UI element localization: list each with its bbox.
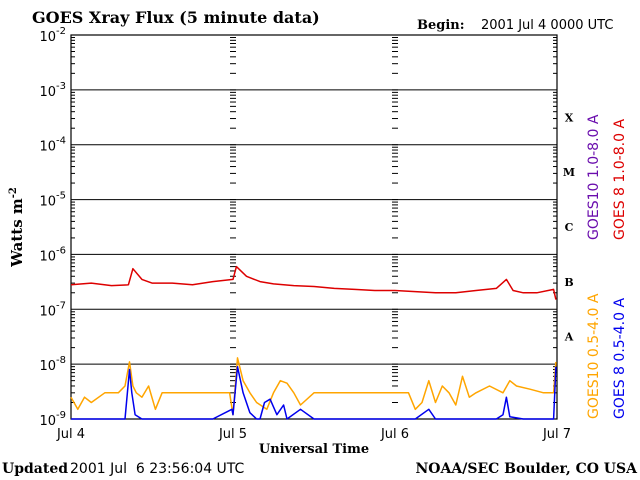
x-tick-label: Jul 7 [542,427,571,442]
y-tick-base: 10 [39,359,56,374]
flare-class-label: A [564,331,574,344]
y-tick-base: 10 [39,414,56,429]
y-tick-base: 10 [39,249,56,264]
y-tick-base: 10 [39,85,56,100]
updated-value: 2001 Jul 6 23:56:04 UTC [70,461,245,477]
y-tick-exp: -2 [56,26,66,37]
x-axis-label: Universal Time [259,442,369,457]
legend-goes10-long: GOES10 1.0-8.0 A [586,114,602,240]
series-line-1 [70,265,557,300]
y-tick-exp: -3 [56,81,66,92]
x-tick-label: Jul 6 [380,427,409,442]
y-tick-label: 10-8 [39,355,66,374]
y-tick-exp: -8 [56,355,66,366]
y-axis-label-main: Watts m [8,198,26,268]
chart-title: GOES Xray Flux (5 minute data) [32,8,320,27]
plot-frame [70,34,558,420]
series-line-2 [70,357,557,416]
y-tick-exp: -6 [56,245,66,256]
y-tick-base: 10 [39,140,56,155]
credit-text: NOAA/SEC Boulder, CO USA [416,461,639,477]
updated-label: Updated [2,461,68,477]
series-line-3 [71,365,557,420]
x-tick-label: Jul 5 [218,427,247,442]
y-tick-base: 10 [39,195,56,210]
y-tick-exp: -4 [56,136,66,147]
y-tick-label: 10-4 [39,136,66,155]
flare-class-label: C [565,221,574,234]
flare-class-label: M [563,166,575,179]
legend-goes8-long: GOES 8 1.0-8.0 A [612,119,628,240]
y-tick-base: 10 [39,30,56,45]
y-tick-base: 10 [39,304,56,319]
legend-goes10-short: GOES10 0.5-4.0 A [586,293,602,419]
y-tick-label: 10-6 [39,245,66,264]
y-tick-label: 10-7 [39,300,66,319]
flare-class-label: X [565,111,574,124]
y-tick-exp: -5 [56,191,66,202]
x-tick-label: Jul 4 [56,427,85,442]
legend-goes8-short: GOES 8 0.5-4.0 A [612,298,628,419]
begin-label: Begin: [417,18,465,33]
y-axis-label-sup: -2 [8,187,19,198]
flare-class-label: B [564,276,573,289]
y-tick-label: 10-2 [39,26,66,45]
y-tick-exp: -9 [56,410,66,421]
begin-value: 2001 Jul 4 0000 UTC [481,18,613,33]
y-tick-label: 10-5 [39,191,66,210]
y-axis-label: Watts m-2 [8,187,26,268]
y-tick-exp: -7 [56,300,66,311]
y-tick-label: 10-3 [39,81,66,100]
y-tick-label: 10-9 [39,410,66,429]
